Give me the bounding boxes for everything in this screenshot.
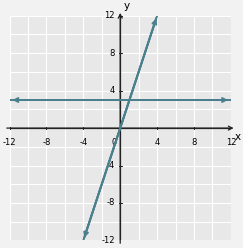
Text: 0: 0 (111, 138, 116, 147)
Text: -12: -12 (101, 236, 115, 245)
Text: 8: 8 (191, 138, 197, 147)
Text: x: x (235, 131, 241, 142)
Text: 4: 4 (109, 86, 115, 95)
Text: -4: -4 (106, 161, 115, 170)
Text: -4: -4 (79, 138, 87, 147)
Text: 12: 12 (226, 138, 236, 147)
Text: -8: -8 (42, 138, 51, 147)
Text: -12: -12 (3, 138, 16, 147)
Text: 8: 8 (109, 49, 115, 58)
Text: -8: -8 (106, 198, 115, 208)
Text: 4: 4 (155, 138, 160, 147)
Text: y: y (124, 1, 130, 11)
Text: 12: 12 (104, 11, 115, 20)
